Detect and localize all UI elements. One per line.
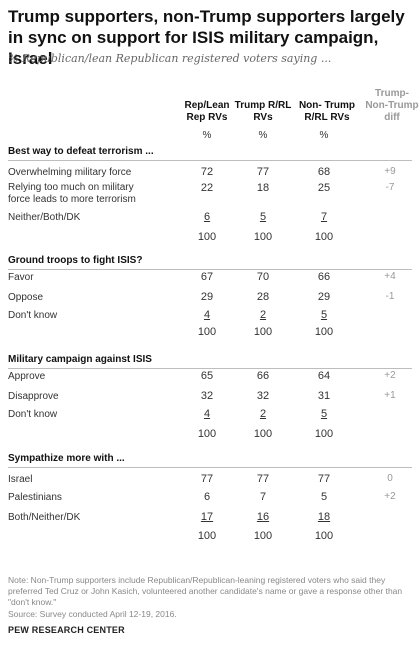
table-cell: 7: [320, 211, 328, 223]
report-subtitle: % Republican/lean Republican registered …: [8, 52, 332, 65]
table-cell: 67: [200, 271, 214, 283]
section-heading: Ground troops to fight ISIS?: [8, 255, 143, 266]
table-cell: 28: [256, 291, 270, 303]
table-cell: 5: [320, 491, 328, 503]
diff-cell: -1: [385, 291, 395, 302]
report-title: Trump supporters, non-Trump supporters l…: [8, 7, 405, 68]
total-cell: 100: [197, 428, 217, 440]
row-label: Disapprove: [8, 391, 59, 402]
source-line: Source: Survey conducted April 12-19, 20…: [8, 609, 177, 619]
table-cell: 17: [200, 511, 214, 523]
table-cell: 32: [256, 390, 270, 402]
footnote: Note: Non-Trump supporters include Repub…: [8, 575, 403, 607]
row-label: Palestinians: [8, 492, 62, 503]
section-divider: [8, 160, 412, 161]
table-cell: 66: [317, 271, 331, 283]
diff-cell: +4: [384, 271, 396, 282]
column-header-non-trump: Non- Trump R/RL RVs: [298, 100, 356, 123]
column-header-diff: Trump-Non-Trump diff: [365, 88, 419, 123]
diff-cell: -7: [385, 182, 395, 193]
total-cell: 100: [253, 326, 273, 338]
total-cell: 100: [253, 231, 273, 243]
row-label: Don't know: [8, 409, 58, 420]
section-heading: Military campaign against ISIS: [8, 354, 152, 365]
table-cell: 68: [317, 166, 331, 178]
row-label: Approve: [8, 371, 46, 382]
total-cell: 100: [253, 428, 273, 440]
section-divider: [8, 467, 412, 468]
table-cell: 6: [203, 491, 211, 503]
percent-sign: %: [202, 130, 212, 141]
diff-cell: +2: [384, 491, 396, 502]
table-cell: 16: [256, 511, 270, 523]
diff-cell: +9: [384, 166, 396, 177]
table-cell: 2: [259, 309, 267, 321]
total-cell: 100: [314, 326, 334, 338]
diff-cell: 0: [387, 473, 393, 484]
table-cell: 72: [200, 166, 214, 178]
total-cell: 100: [253, 530, 273, 542]
brand-logo-text: PEW RESEARCH CENTER: [8, 625, 125, 635]
row-label: Don't know: [8, 310, 58, 321]
table-cell: 2: [259, 408, 267, 420]
table-cell: 31: [317, 390, 331, 402]
section-divider: [8, 269, 412, 270]
table-cell: 70: [256, 271, 270, 283]
total-cell: 100: [314, 530, 334, 542]
table-cell: 66: [256, 370, 270, 382]
column-header-trump: Trump R/RL RVs: [234, 100, 292, 123]
table-cell: 65: [200, 370, 214, 382]
total-cell: 100: [314, 428, 334, 440]
diff-cell: +2: [384, 370, 396, 381]
row-label: Relying too much on military force leads…: [8, 182, 136, 205]
row-label: Both/Neither/DK: [8, 512, 81, 523]
table-cell: 77: [256, 473, 270, 485]
row-label: Neither/Both/DK: [8, 212, 81, 223]
table-cell: 32: [200, 390, 214, 402]
section-heading: Best way to defeat terrorism ...: [8, 146, 154, 157]
column-header-rep-lean-rep: Rep/Lean Rep RVs: [184, 100, 230, 123]
table-cell: 77: [317, 473, 331, 485]
table-cell: 5: [320, 408, 328, 420]
table-cell: 29: [317, 291, 331, 303]
table-cell: 29: [200, 291, 214, 303]
total-cell: 100: [197, 530, 217, 542]
row-label: Oppose: [8, 292, 44, 303]
table-cell: 25: [317, 182, 331, 194]
table-cell: 4: [203, 309, 211, 321]
table-cell: 64: [317, 370, 331, 382]
section-heading: Sympathize more with ...: [8, 453, 125, 464]
row-label: Favor: [8, 272, 34, 283]
total-cell: 100: [314, 231, 334, 243]
table-cell: 22: [200, 182, 214, 194]
diff-cell: +1: [384, 390, 396, 401]
table-cell: 6: [203, 211, 211, 223]
table-cell: 7: [259, 491, 267, 503]
table-cell: 77: [256, 166, 270, 178]
section-divider: [8, 368, 412, 369]
total-cell: 100: [197, 231, 217, 243]
table-cell: 18: [317, 511, 331, 523]
table-cell: 5: [259, 211, 267, 223]
row-label: Israel: [8, 474, 33, 485]
percent-sign: %: [258, 130, 268, 141]
table-cell: 4: [203, 408, 211, 420]
percent-sign: %: [319, 130, 329, 141]
table-cell: 18: [256, 182, 270, 194]
table-cell: 77: [200, 473, 214, 485]
table-cell: 5: [320, 309, 328, 321]
row-label: Overwhelming military force: [8, 167, 132, 178]
total-cell: 100: [197, 326, 217, 338]
